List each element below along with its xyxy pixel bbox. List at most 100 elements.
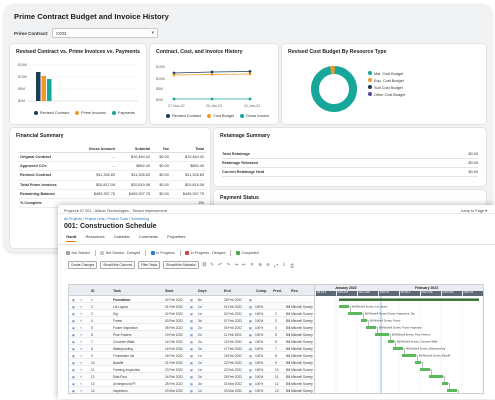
- edit-icon[interactable]: ✎: [80, 388, 83, 393]
- row-details-icon[interactable]: ▣: [72, 318, 76, 323]
- calendar-icon[interactable]: ▦: [249, 388, 253, 393]
- tab-calendar[interactable]: Calendar: [113, 234, 130, 239]
- table-row[interactable]: ▣ ✎ 2 Lot Layout 01 Feb 2022 ▦ 1d 01 Feb 2022 ▦ 1…: [69, 303, 314, 310]
- gantt-task-bar[interactable]: [415, 361, 421, 364]
- show-hide-subtasks-button[interactable]: Show/Hide Subtasks: [163, 261, 199, 269]
- zoom-out-icon[interactable]: ⊖: [266, 262, 270, 267]
- prime-contract-select[interactable]: C002 ▾: [52, 28, 158, 38]
- calendar-icon[interactable]: ▦: [249, 325, 253, 330]
- col-end[interactable]: End: [224, 288, 231, 293]
- table-row[interactable]: ▣ ✎ 13 Underground Pl 28 Feb 2022 ▦ 3d 02 Mar 2…: [69, 380, 314, 387]
- edit-icon[interactable]: ✎: [80, 325, 83, 330]
- calendar-icon[interactable]: ▦: [190, 374, 194, 379]
- row-details-icon[interactable]: ▣: [72, 311, 76, 316]
- row-details-icon[interactable]: ▣: [72, 360, 76, 365]
- row-details-icon[interactable]: ▣: [72, 346, 76, 351]
- gantt-task-bar[interactable]: [447, 389, 457, 392]
- tab-comments[interactable]: Comments: [138, 234, 159, 239]
- table-row[interactable]: ▣ ✎ 9 Foundation Ins 18 Feb 2022 ▦ 1d 18 Feb 20…: [69, 352, 314, 359]
- edit-icon[interactable]: ✎: [80, 353, 83, 358]
- calendar-icon[interactable]: ▦: [249, 318, 253, 323]
- gantt-summary-bar[interactable]: [339, 298, 479, 301]
- create-changes-button[interactable]: Create Changes: [68, 261, 98, 269]
- calendar-icon[interactable]: ▦: [249, 381, 253, 386]
- calendar-icon[interactable]: ▦: [249, 304, 253, 309]
- project-selector[interactable]: Project ▸ 07 001 - Allison Technologies …: [64, 208, 167, 213]
- gantt-task-bar[interactable]: [393, 347, 403, 350]
- calendar-icon[interactable]: ▦: [249, 367, 253, 372]
- gantt-task-bar[interactable]: [375, 333, 389, 336]
- edit-icon[interactable]: ✎: [80, 367, 83, 372]
- col-task[interactable]: Task: [113, 288, 121, 293]
- calendar-icon[interactable]: ▦: [190, 304, 194, 309]
- show-hide-columns-button[interactable]: Show/Hide Columns: [100, 261, 136, 269]
- table-row[interactable]: ▣ ✎ 1 Foundation 02 Feb 2022 ▦ 8d 28 Feb 2022 ▦: [69, 296, 314, 303]
- row-details-icon[interactable]: ▣: [72, 381, 76, 386]
- edit-icon[interactable]: ✎: [80, 297, 83, 302]
- calendar-icon[interactable]: ▦: [190, 339, 194, 344]
- table-row[interactable]: ▣ ✎ 11 Framing Inspection 23 Feb 2022 ▦ 1d 23 F…: [69, 366, 314, 373]
- edit-icon[interactable]: ✎: [80, 360, 83, 365]
- gantt-task-bar[interactable]: [402, 354, 416, 357]
- calendar-icon[interactable]: ▦: [190, 388, 194, 393]
- col-comp[interactable]: Comp.: [256, 288, 268, 293]
- gantt-task-bar[interactable]: [388, 340, 394, 343]
- gantt-task-bar[interactable]: [420, 368, 430, 371]
- calendar-icon[interactable]: ▦: [190, 367, 194, 372]
- tab-properties[interactable]: Properties: [167, 234, 186, 239]
- edit-icon[interactable]: ✎: [80, 374, 83, 379]
- undo-icon[interactable]: ↶: [218, 262, 222, 267]
- row-details-icon[interactable]: ▣: [72, 304, 76, 309]
- gantt-task-bar[interactable]: [361, 319, 367, 322]
- export-icon[interactable]: ⇩: [282, 262, 286, 267]
- edit-icon[interactable]: ✎: [80, 311, 83, 316]
- edit-icon[interactable]: ✎: [80, 346, 83, 351]
- calendar-icon[interactable]: ▦: [249, 311, 253, 316]
- calendar-icon[interactable]: ▦: [190, 353, 194, 358]
- row-details-icon[interactable]: ▣: [72, 325, 76, 330]
- indent-icon[interactable]: ⇥: [234, 262, 238, 267]
- print-icon[interactable]: ⎙: [290, 262, 294, 268]
- table-row[interactable]: ▣ ✎ 12 Slab Pour 24 Feb 2022 ▦ 2d 25 Feb 2022 ▦ 1…: [69, 373, 314, 380]
- row-details-icon[interactable]: ▣: [72, 353, 76, 358]
- gantt-task-bar[interactable]: [429, 375, 443, 378]
- calendar-icon[interactable]: ▦: [249, 353, 253, 358]
- table-row[interactable]: ▣ ✎ 3 Dig 02 Feb 2022 ▦ 1d 02 Feb 2022 ▦ 100% 2 Bil…: [69, 310, 314, 317]
- edit-icon[interactable]: ✎: [210, 262, 214, 267]
- table-row[interactable]: ▣ ✎ 7 Concrete Walls 14 Feb 2022 ▦ 2d 15 Feb 20…: [69, 338, 314, 345]
- redo-icon[interactable]: ↷: [226, 262, 230, 267]
- calendar-icon[interactable]: ▦: [249, 339, 253, 344]
- link-icon[interactable]: ⛓: [201, 262, 208, 267]
- calendar-icon[interactable]: ▦: [190, 360, 194, 365]
- col-start[interactable]: Start: [165, 288, 174, 293]
- calendar-icon[interactable]: ▦: [190, 297, 194, 302]
- calendar-icon[interactable]: ▦: [249, 297, 253, 302]
- calendar-icon[interactable]: ▦: [190, 381, 194, 386]
- edit-icon[interactable]: ✎: [80, 304, 83, 309]
- calendar-icon[interactable]: ▦: [190, 346, 194, 351]
- outdent-icon[interactable]: ⇤: [242, 262, 246, 267]
- calendar-icon[interactable]: ▦: [249, 332, 253, 337]
- calendar-icon[interactable]: ▦: [249, 346, 253, 351]
- calendar-icon[interactable]: ▦: [190, 318, 194, 323]
- table-row[interactable]: ▣ ✎ 6 Pour Footers 10 Feb 2022 ▦ 2d 11 Feb 2022…: [69, 331, 314, 338]
- table-row[interactable]: ▣ ✎ 14 Inspection 03 Mar 2022 ▦ 1d 03 Mar 2022 ▦…: [69, 387, 314, 393]
- calendar-icon[interactable]: ▦: [249, 360, 253, 365]
- row-details-icon[interactable]: ▣: [72, 374, 76, 379]
- table-row[interactable]: ▣ ✎ 4 Forms 03 Feb 2022 ▦ 3d 07 Feb 2022 ▦ 100% 3 B…: [69, 317, 314, 324]
- gantt-task-bar[interactable]: [366, 326, 376, 329]
- filter-tasks-button[interactable]: Filter Tasks: [138, 261, 161, 269]
- tab-resources[interactable]: Resources: [85, 234, 105, 239]
- zoom-in-icon[interactable]: ⊕: [258, 262, 262, 267]
- col-res[interactable]: Res.: [291, 288, 299, 293]
- col-id[interactable]: ID: [91, 288, 95, 293]
- table-row[interactable]: ▣ ✎ 5 Footer Inspection 08 Feb 2022 ▦ 2d 09 Feb…: [69, 324, 314, 331]
- gantt-task-bar[interactable]: [348, 312, 362, 315]
- calendar-icon[interactable]: ▦: [190, 325, 194, 330]
- row-details-icon[interactable]: ▣: [72, 297, 76, 302]
- edit-icon[interactable]: ✎: [80, 332, 83, 337]
- table-row[interactable]: ▣ ✎ 8 Waterproofing 16 Feb 2022 ▦ 2d 17 Feb 202…: [69, 345, 314, 352]
- edit-icon[interactable]: ✎: [80, 339, 83, 344]
- edit-icon[interactable]: ✎: [80, 318, 83, 323]
- tab-gantt[interactable]: Gantt: [66, 234, 77, 242]
